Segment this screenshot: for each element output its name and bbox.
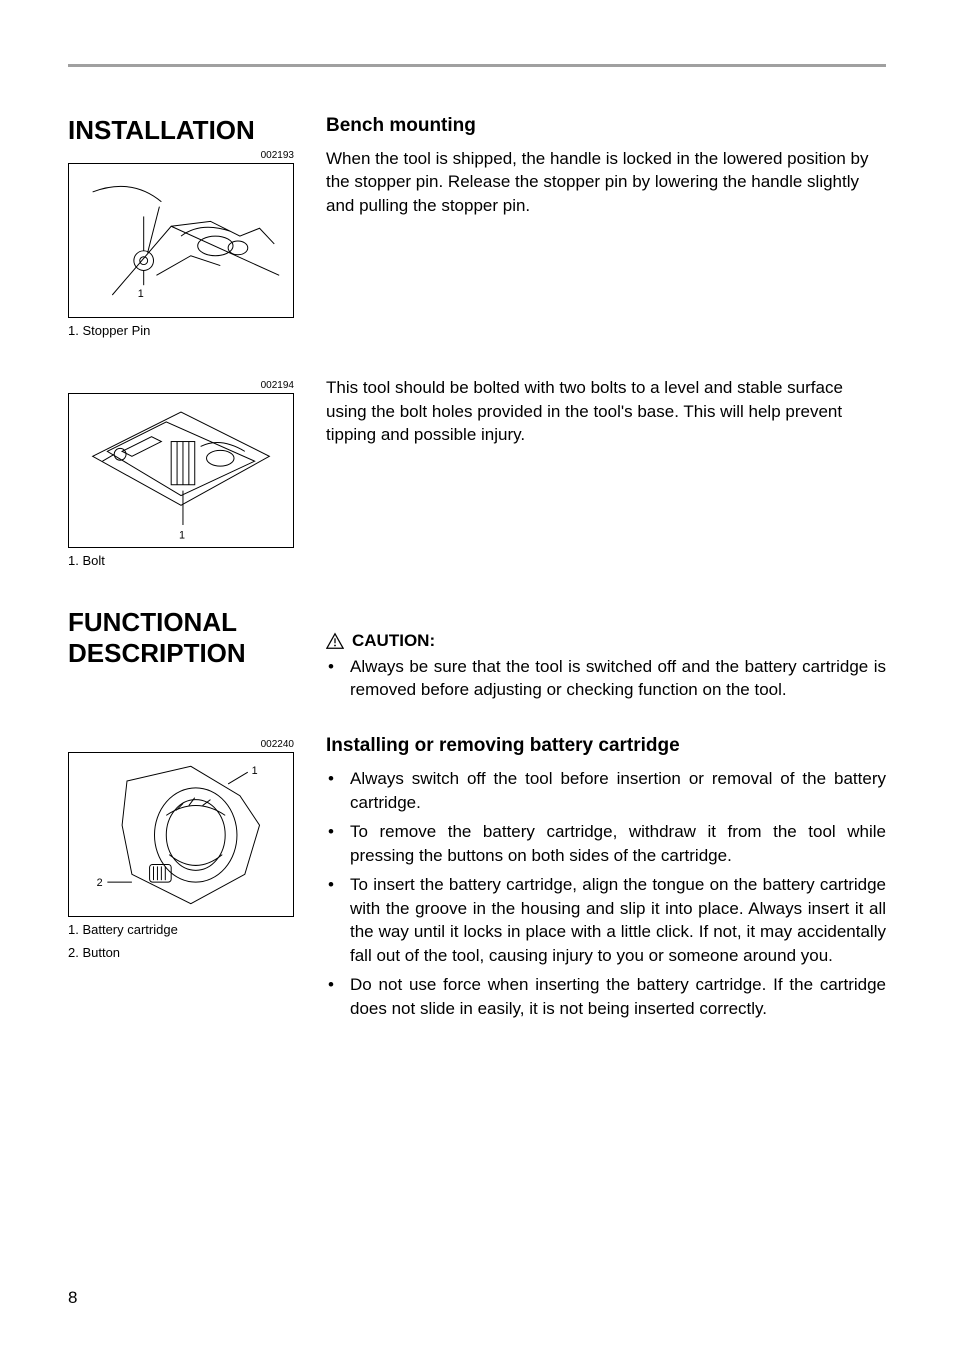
bolt-illustration: 1	[73, 397, 289, 545]
battery-illustration: 1 2	[73, 756, 289, 914]
figure-caption: 1. Stopper Pin	[68, 322, 298, 340]
figure-box: 1	[68, 163, 294, 318]
bullet-text: Do not use force when inserting the batt…	[350, 973, 886, 1020]
bullet-dot: •	[326, 655, 336, 702]
callout-1: 1	[179, 530, 185, 542]
warning-icon	[326, 632, 344, 650]
subheading-battery: Installing or removing battery cartridge	[326, 735, 886, 757]
figure-stopper-pin: 002193	[68, 150, 298, 340]
bullet-text: Always switch off the tool before insert…	[350, 767, 886, 814]
caution-list: • Always be sure that the tool is switch…	[326, 655, 886, 702]
top-divider	[68, 64, 886, 67]
heading-installation: INSTALLATION	[68, 115, 298, 146]
section-installation: INSTALLATION 002193	[68, 115, 886, 348]
section-battery: 002240	[68, 735, 886, 1026]
figure-id: 002240	[68, 739, 298, 750]
page-number: 8	[68, 1288, 77, 1308]
figure-id: 002194	[68, 380, 298, 391]
section-installation-fig2: 002194	[68, 376, 886, 578]
figure-caption-1: 1. Battery cartridge	[68, 921, 298, 939]
stopper-pin-illustration: 1	[73, 167, 289, 315]
bullet-dot: •	[326, 873, 336, 967]
bullet-dot: •	[326, 973, 336, 1020]
heading-functional: FUNCTIONAL DESCRIPTION	[68, 607, 298, 669]
figure-battery: 002240	[68, 739, 298, 961]
section-functional: FUNCTIONAL DESCRIPTION CAUTION: • Always…	[68, 607, 886, 708]
figure-caption: 1. Bolt	[68, 552, 298, 570]
para-bench-mounting-1: When the tool is shipped, the handle is …	[326, 147, 886, 217]
para-bench-mounting-2: This tool should be bolted with two bolt…	[326, 376, 886, 446]
callout-1: 1	[252, 765, 258, 777]
figure-id: 002193	[68, 150, 298, 161]
callout-2: 2	[97, 877, 103, 889]
battery-bullets: • Always switch off the tool before inse…	[326, 767, 886, 1020]
figure-caption-2: 2. Button	[68, 944, 298, 962]
bullet-dot: •	[326, 820, 336, 867]
figure-box: 1	[68, 393, 294, 548]
subheading-bench-mounting: Bench mounting	[326, 115, 886, 137]
figure-box: 1 2	[68, 752, 294, 917]
figure-bolt: 002194	[68, 380, 298, 570]
caution-heading: CAUTION:	[326, 631, 886, 651]
bullet-text: To remove the battery cartridge, withdra…	[350, 820, 886, 867]
caution-item: Always be sure that the tool is switched…	[350, 655, 886, 702]
bullet-text: To insert the battery cartridge, align t…	[350, 873, 886, 967]
caution-label: CAUTION:	[352, 631, 435, 651]
callout-1: 1	[138, 288, 144, 300]
bullet-dot: •	[326, 767, 336, 814]
